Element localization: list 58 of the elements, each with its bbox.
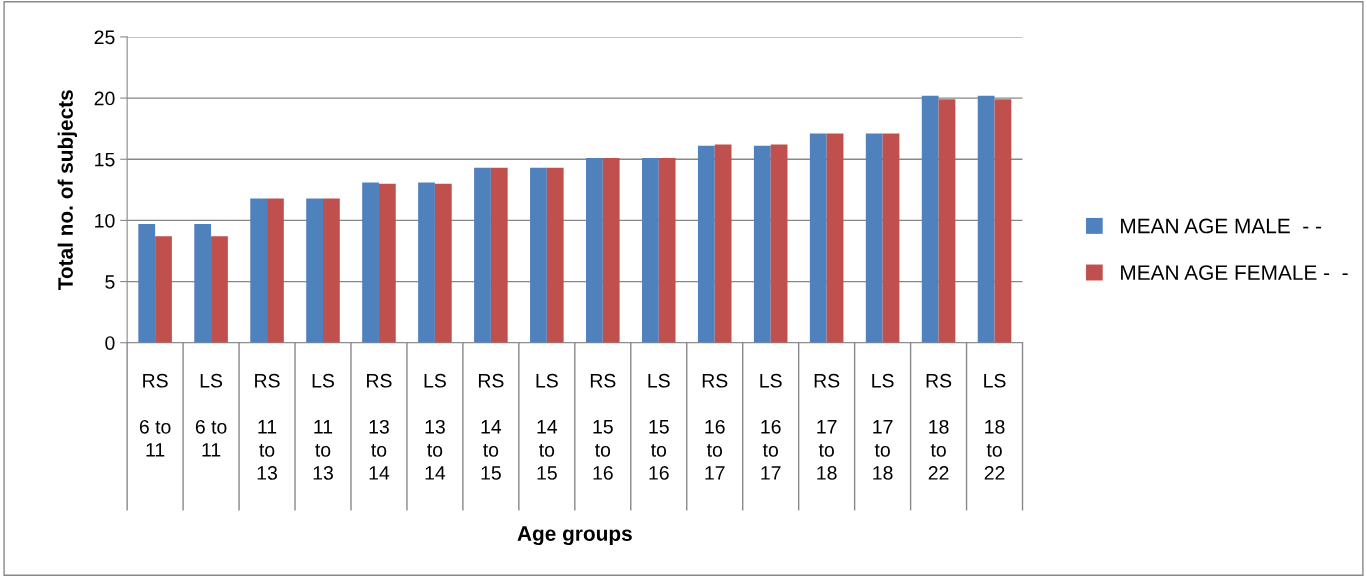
bar <box>490 167 508 343</box>
bar <box>267 198 284 343</box>
bar <box>994 99 1012 343</box>
bar <box>753 145 771 343</box>
legend-label: MEAN AGE FEMALE - - <box>1121 265 1348 280</box>
bar <box>306 198 323 343</box>
bar <box>826 133 844 343</box>
bar <box>641 158 659 343</box>
y-tick-label: 25 <box>94 30 115 45</box>
bar <box>155 236 172 343</box>
bar <box>921 95 939 343</box>
bar <box>714 144 732 343</box>
bar <box>434 183 452 343</box>
text: Age groups <box>517 526 632 546</box>
category-label: LS 16 to 17 <box>760 373 782 480</box>
bar <box>546 167 564 343</box>
category-label: RS 18 to 22 <box>926 373 952 480</box>
bar <box>362 182 379 343</box>
category-label: RS 6 to 11 <box>139 373 171 457</box>
bar <box>938 99 956 343</box>
category-label: RS 16 to 17 <box>702 373 728 480</box>
bar <box>418 182 435 343</box>
category-label: LS 17 to 18 <box>872 373 894 480</box>
bar <box>250 198 268 343</box>
category-label: RS 15 to 16 <box>590 373 616 480</box>
legend-label: MEAN AGE MALE - - <box>1121 218 1322 234</box>
category-label: LS 18 to 22 <box>984 373 1006 480</box>
category-label: RS 11 to 13 <box>255 373 280 480</box>
bar <box>977 95 995 343</box>
category-label: LS 13 to 14 <box>424 373 446 480</box>
category-label: RS 17 to 18 <box>814 373 840 480</box>
bar <box>474 167 491 343</box>
bar <box>194 224 212 343</box>
category-label: RS 14 to 15 <box>478 373 504 480</box>
bar <box>882 133 900 343</box>
bar <box>697 145 715 343</box>
bar <box>530 167 547 343</box>
y-tick-label: 0 <box>105 336 115 350</box>
bar <box>809 133 827 343</box>
category-label: LS 6 to 11 <box>195 373 227 457</box>
category-label: LS 14 to 15 <box>536 373 558 480</box>
bar <box>602 158 620 343</box>
category-label: RS 13 to 14 <box>367 373 392 480</box>
y-tick-label: 10 <box>95 213 115 228</box>
bar <box>138 224 156 343</box>
category-label: LS 11 to 13 <box>312 373 334 480</box>
bar <box>865 133 883 343</box>
bar <box>770 144 788 343</box>
bar <box>323 198 340 343</box>
bar <box>658 158 676 343</box>
y-tick-label: 20 <box>94 91 115 106</box>
category-label: LS 15 to 16 <box>648 373 670 480</box>
y-tick-label: 5 <box>105 275 115 289</box>
bar <box>378 183 396 343</box>
y-tick-label: 15 <box>95 152 115 167</box>
bar <box>586 158 603 343</box>
y-axis-title: Total no. of subjects <box>57 90 78 291</box>
bar <box>211 236 228 343</box>
